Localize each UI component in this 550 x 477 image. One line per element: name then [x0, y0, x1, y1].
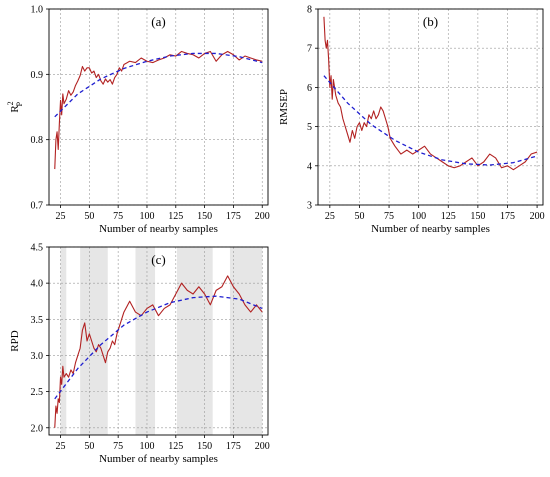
- y-tick-label-0: 0.7: [31, 201, 44, 212]
- x-tick-label-3: 100: [411, 211, 426, 222]
- panel-label: (a): [151, 14, 165, 29]
- y-axis-label: R2P: [6, 101, 24, 112]
- x-tick-label-7: 200: [255, 441, 270, 452]
- panel-c: 25 50 75 100 125 150 175 200 2.0 2.5 3.0 3.5 4.0 4.5 N…: [9, 243, 270, 466]
- shaded-band-4: [229, 247, 263, 435]
- y-tick-label-1: 2.5: [31, 387, 44, 398]
- x-tick-label-2: 75: [113, 441, 123, 452]
- x-tick-label-1: 50: [84, 211, 94, 222]
- x-tick-label-4: 125: [168, 441, 183, 452]
- x-tick-label-7: 200: [530, 211, 545, 222]
- x-tick-label-6: 175: [226, 211, 241, 222]
- panel-b: 25 50 75 100 125 150 175 200 3 4 5 6 7 8 Number of nea…: [278, 5, 545, 236]
- x-tick-label-6: 175: [500, 211, 515, 222]
- observed-line-0: [54, 50, 263, 170]
- shaded-band-0: [60, 247, 67, 435]
- y-tick-label-2: 3.0: [31, 351, 44, 362]
- y-tick-label-3: 3.5: [31, 315, 44, 326]
- y-tick-label-3: 6: [307, 83, 312, 94]
- y-tick-label-5: 8: [307, 5, 312, 16]
- y-tick-label-0: 2.0: [31, 423, 44, 434]
- x-axis-label: Number of nearby samples: [371, 223, 490, 235]
- x-tick-label-5: 150: [470, 211, 485, 222]
- x-tick-label-0: 25: [56, 211, 66, 222]
- y-tick-label-0: 3: [307, 201, 312, 212]
- x-tick-label-2: 75: [384, 211, 394, 222]
- y-tick-label-4: 7: [307, 44, 312, 55]
- fitted-trend-line-1: [54, 52, 263, 118]
- panel-a: 25 50 75 100 125 150 175 200 0.7 0.8 0.9 1.0 Number …: [6, 5, 270, 236]
- x-axis-label: Number of nearby samples: [99, 223, 218, 235]
- y-axis-label-superscript: 2: [6, 101, 15, 105]
- x-tick-label-4: 125: [441, 211, 456, 222]
- x-tick-label-5: 150: [197, 441, 212, 452]
- y-axis-label: RMSEP: [278, 89, 290, 125]
- y-axis-label-subscript: P: [15, 101, 24, 106]
- x-tick-label-1: 50: [354, 211, 364, 222]
- fitted-trend-line-1: [54, 295, 263, 400]
- observed-line-0: [323, 16, 538, 171]
- plot-frame: [48, 8, 269, 206]
- x-tick-label-3: 100: [139, 441, 154, 452]
- panel-label: (b): [423, 14, 438, 29]
- y-tick-label-2: 0.9: [31, 70, 44, 81]
- y-tick-label-1: 0.8: [31, 135, 44, 146]
- x-tick-label-4: 125: [168, 211, 183, 222]
- y-tick-label-4: 4.0: [31, 279, 44, 290]
- x-tick-label-1: 50: [84, 441, 94, 452]
- shaded-band-3: [176, 247, 213, 435]
- x-tick-label-5: 150: [197, 211, 212, 222]
- y-tick-label-1: 4: [307, 161, 312, 172]
- x-axis-label: Number of nearby samples: [99, 453, 218, 465]
- observed-line-0: [54, 275, 263, 428]
- shaded-band-1: [80, 247, 108, 435]
- y-tick-label-3: 1.0: [31, 5, 44, 16]
- plot-frame: [48, 246, 269, 436]
- x-tick-label-7: 200: [255, 211, 270, 222]
- x-tick-label-3: 100: [139, 211, 154, 222]
- fitted-trend-line-1: [323, 75, 538, 166]
- plot-frame: [317, 8, 544, 206]
- panel-label: (c): [151, 252, 165, 267]
- y-tick-label-5: 4.5: [31, 243, 44, 254]
- x-tick-label-0: 25: [56, 441, 66, 452]
- x-tick-label-0: 25: [325, 211, 335, 222]
- y-axis-label: RPD: [9, 330, 21, 351]
- shaded-band-2: [135, 247, 156, 435]
- x-tick-label-6: 175: [226, 441, 241, 452]
- y-tick-label-2: 5: [307, 122, 312, 133]
- x-tick-label-2: 75: [113, 211, 123, 222]
